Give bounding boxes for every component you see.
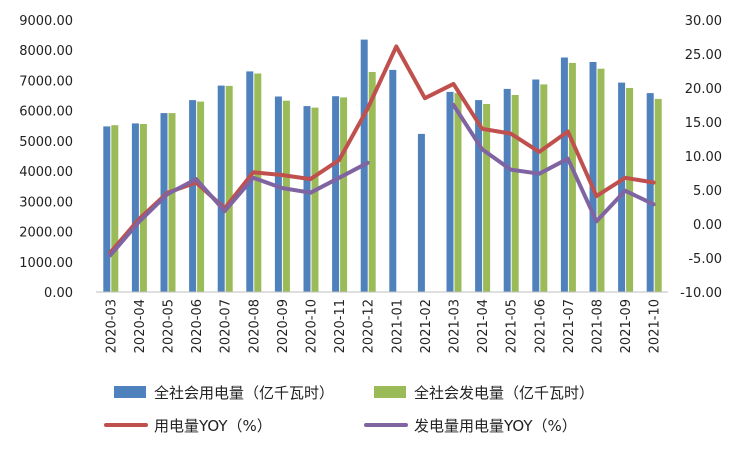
x-tick-label: 2021-05: [505, 299, 520, 353]
bar-consumption-2020-07: [217, 85, 225, 292]
right-tick-label: 10.00: [685, 150, 722, 165]
x-tick-label: 2021-06: [533, 299, 548, 353]
right-tick-label: 5.00: [693, 184, 722, 199]
bar-consumption-2021-06: [532, 79, 540, 292]
line-generation-consumption-yoy-segment-2: [451, 103, 656, 224]
x-tick-label: 2020-12: [362, 299, 377, 353]
bar-consumption-2020-10: [303, 106, 311, 292]
left-tick-label: 9000.00: [19, 14, 73, 29]
bar-generation-2021-04: [483, 104, 491, 292]
bar-generation-2021-07: [568, 62, 576, 293]
legend-label-4: 发电量用电量YOY（%）: [414, 417, 577, 435]
bar-generation-2020-04: [139, 124, 147, 292]
right-tick-label: 25.00: [685, 48, 722, 63]
bar-generation-2021-06: [540, 84, 548, 293]
bar-consumption-2020-04: [131, 123, 139, 293]
right-axis: -10.00 -5.00 0.00 5.00 10.00 15.00 20.00 25.00 3…: [680, 14, 722, 301]
bar-generation-2021-10: [654, 98, 662, 293]
bar-generation-2020-03: [111, 125, 119, 292]
bar-consumption-2020-09: [274, 96, 282, 292]
bar-consumption-2021-01: [389, 69, 397, 293]
legend-swatch-1: [114, 386, 146, 398]
bar-consumption-2020-05: [160, 113, 168, 292]
legend-label-3: 用电量YOY（%）: [154, 417, 272, 435]
bar-generation-2021-08: [597, 68, 605, 292]
legend: 全社会用电量（亿千瓦时） 全社会发电量（亿千瓦时） 用电量YOY（%） 发电量用电量Y…: [104, 384, 594, 435]
x-tick-label: 2021-10: [648, 299, 663, 353]
bar-consumption-2021-07: [560, 57, 568, 292]
x-tick-label: 2020-03: [104, 299, 119, 353]
right-tick-label: 15.00: [685, 116, 722, 131]
bar-generation-2020-06: [197, 101, 205, 292]
bar-generation-2021-09: [626, 88, 634, 292]
x-tick-label: 2020-07: [219, 299, 234, 353]
left-tick-label: 2000.00: [19, 226, 73, 241]
x-tick-label: 2020-04: [133, 299, 148, 353]
bar-generation-2020-05: [168, 113, 176, 292]
bar-generation-2020-09: [282, 100, 290, 292]
bar-consumption-2021-09: [618, 82, 626, 292]
x-tick-label: 2020-10: [305, 299, 320, 353]
bar-generation-2020-08: [254, 73, 262, 292]
right-tick-label: -10.00: [680, 286, 722, 301]
left-tick-label: 1000.00: [19, 256, 73, 271]
right-tick-label: 0.00: [693, 218, 722, 233]
line-generation-consumption-yoy-segment-1: [108, 160, 370, 258]
x-tick-label: 2020-05: [162, 299, 177, 353]
right-tick-label: 30.00: [685, 14, 722, 29]
bar-consumption-2020-03: [103, 126, 111, 293]
x-tick-label: 2020-09: [276, 299, 291, 353]
right-tick-label: -5.00: [688, 252, 722, 267]
bar-generation-2020-11: [340, 97, 348, 293]
plot-area: [103, 39, 662, 293]
x-tick-label: 2020-08: [247, 299, 262, 353]
bar-generation-2021-05: [511, 95, 519, 292]
bar-consumption-2020-06: [189, 100, 197, 292]
legend-label-2: 全社会发电量（亿千瓦时）: [414, 384, 594, 402]
bar-consumption-2021-05: [503, 88, 511, 293]
bar-generation-2020-10: [311, 107, 319, 292]
bar-generation-2020-12: [368, 72, 376, 292]
left-tick-label: 5000.00: [19, 135, 73, 150]
x-tick-label: 2021-02: [419, 299, 434, 353]
bar-generation-2021-03: [454, 93, 462, 292]
left-tick-label: 3000.00: [19, 195, 73, 210]
bar-consumption-2021-03: [446, 91, 454, 293]
left-tick-label: 7000.00: [19, 74, 73, 89]
bar-consumption-2021-04: [475, 100, 483, 292]
bar-consumption-2020-11: [332, 96, 340, 292]
x-tick-label: 2020-06: [190, 299, 205, 353]
bar-consumption-2021-02: [417, 133, 425, 292]
x-axis: 2020-03 2020-04 2020-05 2020-06 2020-07 2020-…: [96, 291, 668, 353]
bar-consumption-2021-08: [589, 62, 597, 292]
left-tick-label: 8000.00: [19, 44, 73, 59]
right-tick-label: 20.00: [685, 82, 722, 97]
x-tick-label: 2021-07: [562, 299, 577, 353]
legend-label-1: 全社会用电量（亿千瓦时）: [154, 384, 334, 402]
bar-generation-2020-07: [225, 85, 233, 293]
x-tick-label: 2021-09: [619, 299, 634, 353]
left-tick-label: 4000.00: [19, 165, 73, 180]
x-tick-label: 2021-04: [476, 299, 491, 353]
x-tick-label: 2021-08: [591, 299, 606, 353]
left-tick-label: 6000.00: [19, 105, 73, 120]
bar-consumption-2021-10: [646, 93, 654, 292]
left-tick-label: 0.00: [44, 286, 73, 301]
x-tick-label: 2020-11: [333, 299, 348, 353]
left-axis: 0.00 1000.00 2000.00 3000.00 4000.00 5000.00 6…: [19, 14, 73, 301]
legend-swatch-2: [374, 386, 406, 398]
x-tick-label: 2021-01: [390, 299, 405, 353]
x-tick-label: 2021-03: [448, 299, 463, 353]
